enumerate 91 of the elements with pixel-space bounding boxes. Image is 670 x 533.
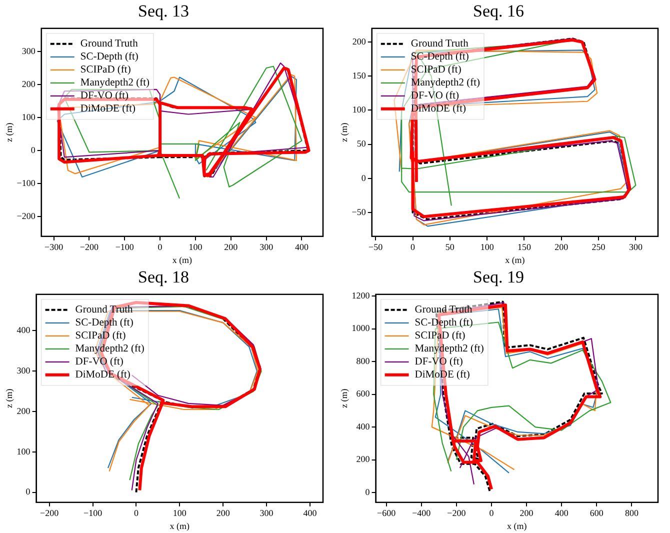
y-tick-label: 200 <box>22 78 36 89</box>
y-tick-label: 150 <box>352 70 366 80</box>
x-tick-label: −50 <box>368 242 384 252</box>
legend-label: Ground Truth <box>410 38 470 50</box>
legend-label: Manydepth2 (ft) <box>75 344 145 355</box>
y-tick-label: 300 <box>22 46 36 56</box>
x-tick-label: −300 <box>44 242 64 252</box>
x-tick-label: 400 <box>554 508 569 518</box>
x-tick-label: −400 <box>412 508 432 518</box>
x-tick-label: −200 <box>80 242 99 252</box>
y-tick-label: 0 <box>26 486 31 497</box>
x-tick-label: 0 <box>158 242 163 252</box>
x-tick-label: 0 <box>410 242 416 252</box>
x-tick-label: −100 <box>115 242 134 252</box>
y-tick-label: 100 <box>16 446 31 456</box>
legend-label: SCIPaD (ft) <box>410 64 462 76</box>
legend-label: Manydepth2 (ft) <box>410 78 480 89</box>
legend-label: Manydepth2 (ft) <box>80 78 150 89</box>
legend-label: Ground Truth <box>414 304 474 316</box>
y-tick-label: 200 <box>356 454 370 464</box>
y-axis-title: z (m) <box>338 122 349 142</box>
y-tick-label: −200 <box>16 210 36 221</box>
legend-label: SCIPaD (ft) <box>80 64 132 76</box>
x-tick-label: 400 <box>294 242 309 252</box>
y-tick-label: 800 <box>356 356 370 366</box>
legend-label: DiMoDE (ft) <box>75 370 131 381</box>
x-tick-label: 200 <box>216 508 230 518</box>
legend-label: SC-Depth (ft) <box>410 52 470 63</box>
x-tick-label: 250 <box>592 242 606 252</box>
y-tick-label: 1000 <box>352 323 370 334</box>
x-tick-label: 800 <box>624 508 639 518</box>
y-axis-title: z (m) <box>4 122 14 142</box>
x-tick-label: 0 <box>489 508 494 518</box>
legend-label: DF-VO (ft) <box>414 356 464 368</box>
x-axis-title: x (m) <box>170 520 190 531</box>
x-tick-label: 300 <box>628 242 643 252</box>
x-tick-label: 50 <box>445 242 455 252</box>
legend-label: SCIPaD (ft) <box>414 330 466 342</box>
x-tick-label: 200 <box>520 508 534 518</box>
legend-label: DiMoDE (ft) <box>414 370 470 381</box>
legend-label: Ground Truth <box>80 38 139 50</box>
y-tick-label: −50 <box>352 206 366 217</box>
chart-title: Seq. 18 <box>138 268 189 287</box>
y-tick-label: 50 <box>356 138 366 149</box>
y-tick-label: 300 <box>16 365 31 376</box>
legend-label: Ground Truth <box>75 304 134 316</box>
x-tick-label: 400 <box>303 508 318 518</box>
y-tick-label: 200 <box>352 36 366 46</box>
x-axis-title: x (m) <box>507 520 527 531</box>
y-tick-label: 0 <box>361 172 366 183</box>
chart-title: Seq. 19 <box>473 268 524 287</box>
y-axis-title: z (m) <box>4 388 14 408</box>
x-tick-label: 100 <box>188 242 203 252</box>
x-tick-label: 300 <box>260 242 274 252</box>
x-tick-label: 100 <box>172 508 187 518</box>
legend-label: DiMoDE (ft) <box>410 104 466 115</box>
y-tick-label: 400 <box>356 421 370 432</box>
x-tick-label: 200 <box>224 242 238 252</box>
y-tick-label: −100 <box>16 178 36 188</box>
legend-label: SC-Depth (ft) <box>414 318 474 329</box>
legend-label: SCIPaD (ft) <box>75 330 126 342</box>
x-tick-label: −100 <box>83 508 103 518</box>
x-tick-label: 300 <box>260 508 274 518</box>
y-tick-label: 600 <box>356 388 370 399</box>
y-tick-label: 100 <box>22 112 36 122</box>
x-axis-title: x (m) <box>505 254 525 265</box>
x-tick-label: 200 <box>554 242 569 252</box>
y-tick-label: 100 <box>352 104 366 115</box>
legend-label: DF-VO (ft) <box>410 90 460 102</box>
chart-title: Seq. 13 <box>138 2 189 21</box>
y-tick-label: 0 <box>30 144 36 155</box>
y-tick-label: 0 <box>365 486 370 497</box>
x-tick-label: 100 <box>480 242 494 252</box>
x-tick-label: 0 <box>134 508 139 518</box>
x-axis-title: x (m) <box>172 254 192 265</box>
x-tick-label: −600 <box>377 508 396 518</box>
chart-title: Seq. 16 <box>473 2 524 21</box>
legend-label: DiMoDE (ft) <box>80 104 136 115</box>
y-axis-title: z (m) <box>338 388 349 408</box>
y-tick-label: 200 <box>16 406 31 416</box>
x-tick-label: 600 <box>590 508 604 518</box>
x-tick-label: 150 <box>517 242 532 252</box>
x-tick-label: −200 <box>447 508 466 518</box>
legend-label: SC-Depth (ft) <box>75 318 134 329</box>
y-tick-label: 400 <box>16 325 31 336</box>
legend-label: SC-Depth (ft) <box>80 52 139 63</box>
y-tick-label: 1200 <box>352 290 370 300</box>
legend-label: DF-VO (ft) <box>80 90 129 102</box>
legend-label: Manydepth2 (ft) <box>414 344 484 355</box>
x-tick-label: −200 <box>40 508 60 518</box>
legend-label: DF-VO (ft) <box>75 356 124 368</box>
